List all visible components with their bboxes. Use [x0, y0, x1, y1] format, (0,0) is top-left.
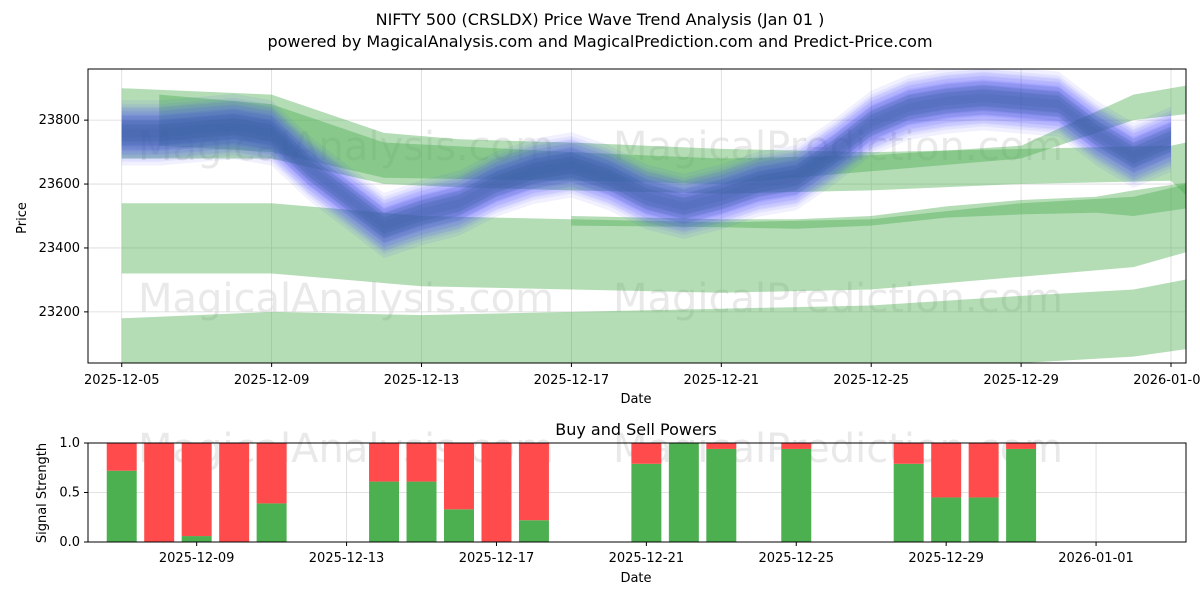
price-x-tick-label: 2025-12-17: [534, 373, 610, 388]
watermark-2: MagicalPrediction.com: [613, 124, 1063, 170]
power-y-tick-label: 0.0: [59, 535, 80, 550]
band-lower-band: [121, 279, 1186, 363]
buy-bar: [893, 463, 924, 542]
sell-bar: [406, 443, 437, 482]
buy-bar: [931, 497, 962, 542]
price-x-tick-label: 2025-12-09: [234, 373, 310, 388]
wave-ribbon: [121, 69, 1171, 251]
price-x-label: Date: [620, 392, 651, 407]
buy-bar: [181, 536, 212, 542]
power-x-tick-label: 2025-12-09: [159, 551, 235, 566]
buy-bar: [256, 503, 287, 542]
sell-bar: [706, 443, 737, 449]
wave-ribbon: [121, 76, 1172, 240]
sell-bar: [518, 443, 549, 521]
wave-ribbon: [121, 84, 1172, 247]
sell-bar: [893, 443, 924, 464]
sell-bar: [931, 443, 962, 498]
band-upper-band: [121, 88, 1186, 196]
chart-subtitle: powered by MagicalAnalysis.com and Magic…: [267, 32, 932, 51]
price-x-tick-label: 2025-12-21: [684, 373, 760, 388]
wave-ribbon: [121, 88, 1172, 243]
sell-bar: [968, 443, 999, 498]
sell-bar: [1006, 443, 1037, 449]
wave-ribbon: [121, 93, 1172, 238]
buy-bar: [668, 443, 699, 542]
buy-bar: [968, 497, 999, 542]
chart-title: NIFTY 500 (CRSLDX) Price Wave Trend Anal…: [376, 10, 825, 29]
power-x-tick-label: 2025-12-17: [459, 551, 535, 566]
wave-ribbon: [121, 75, 1172, 249]
price-x-tick-label: 2025-12-29: [983, 373, 1059, 388]
power-x-label: Date: [620, 571, 651, 586]
sell-bar: [631, 443, 662, 464]
sell-bar: [144, 443, 175, 542]
sell-bar: [781, 443, 812, 449]
power-x-tick-label: 2025-12-21: [609, 551, 685, 566]
price-x-tick-label: 2026-01-01: [1133, 373, 1200, 388]
wave-ribbon: [121, 79, 1172, 252]
power-title: Buy and Sell Powers: [555, 420, 717, 439]
watermark-1: MagicalAnalysis.com: [138, 124, 554, 170]
power-y-label: Signal Strength: [35, 443, 50, 543]
buy-bar: [631, 463, 662, 542]
price-x-tick-label: 2025-12-13: [384, 373, 460, 388]
band-middle-band: [121, 184, 1186, 293]
power-x-tick-label: 2025-12-29: [908, 551, 984, 566]
band-middle-band-dark: [571, 182, 1186, 229]
price-plot: 23200 23400 23600 23800 2025-12-05 2025-12-09…: [39, 68, 1200, 388]
buy-bar: [1006, 448, 1037, 542]
buy-bar: [781, 448, 812, 542]
sell-bar: [481, 443, 512, 542]
price-plot-area: [88, 69, 1186, 363]
watermark-4: MagicalPrediction.com: [613, 276, 1063, 322]
power-y-tick-label: 0.5: [59, 486, 80, 501]
sell-bar: [106, 443, 137, 471]
wave-ribbon: [121, 72, 1172, 259]
buy-bar: [106, 470, 137, 542]
price-y-tick-label: 23400: [39, 241, 80, 256]
sell-bar: [219, 443, 250, 542]
price-x-tick-label: 2025-12-25: [833, 373, 909, 388]
price-x-tick-label: 2025-12-05: [84, 373, 160, 388]
wave-ribbon: [121, 81, 1172, 235]
buy-bar: [706, 448, 737, 542]
buy-bar: [369, 481, 400, 542]
power-x-tick-label: 2025-12-25: [758, 551, 834, 566]
price-y-tick-label: 23600: [39, 177, 80, 192]
price-y-tick-label: 23200: [39, 305, 80, 320]
wave-ribbon: [121, 71, 1172, 245]
sell-bar: [444, 443, 474, 510]
sell-bar: [369, 443, 400, 482]
buy-bar: [406, 481, 437, 542]
wave-ribbon: [121, 85, 1172, 239]
sell-bar: [181, 443, 212, 537]
price-y-tick-label: 23800: [39, 113, 80, 128]
wave-ribbon: [121, 89, 1172, 234]
power-x-tick-label: 2025-12-13: [309, 551, 385, 566]
power-plot: 0.0 0.5 1.0 2025-12-09 2025-12-13 2025-12-17 2…: [59, 436, 1187, 566]
buy-bar: [518, 520, 549, 542]
wave-ribbon: [121, 80, 1172, 244]
sell-bar: [256, 443, 287, 504]
wave-ribbon: [121, 85, 1172, 230]
band-upper-band-2: [159, 85, 1186, 184]
power-x-tick-label: 2026-01-01: [1058, 551, 1134, 566]
wave-ribbon: [121, 69, 1172, 255]
buy-bar: [444, 509, 474, 542]
power-y-tick-label: 1.0: [59, 436, 80, 451]
watermark-3: MagicalAnalysis.com: [138, 276, 554, 322]
price-axes-frame: [87, 68, 1187, 364]
price-y-label: Price: [15, 202, 30, 234]
